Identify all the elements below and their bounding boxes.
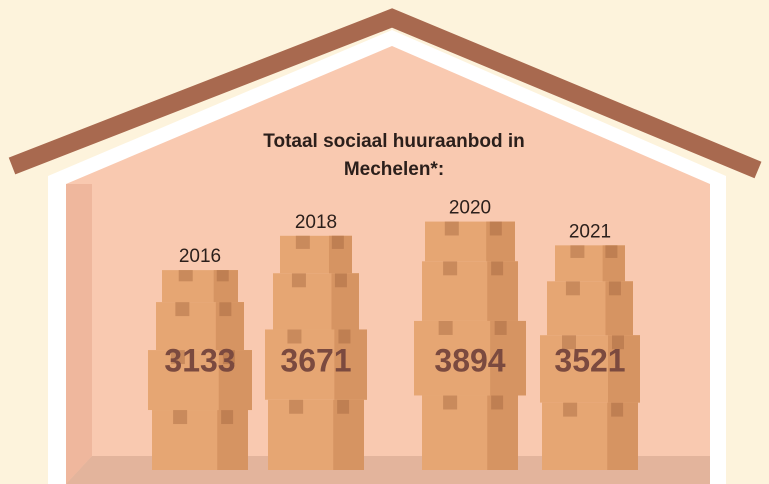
box-stack bbox=[148, 270, 252, 470]
box-tape bbox=[291, 273, 306, 288]
box-tape bbox=[605, 245, 618, 258]
box-tape bbox=[338, 329, 351, 344]
box-tape bbox=[221, 410, 234, 425]
roof bbox=[8, 8, 762, 179]
box-tape bbox=[565, 281, 580, 296]
box-tape bbox=[444, 221, 459, 236]
box-tape bbox=[491, 261, 504, 276]
chart-title: Totaal sociaal huuraanbod in Mechelen*: bbox=[263, 131, 525, 180]
value-label: 3133 bbox=[164, 342, 235, 378]
box-tape bbox=[570, 245, 585, 258]
year-label: 2018 bbox=[295, 212, 337, 233]
box-stack bbox=[265, 235, 367, 470]
box-tape bbox=[170, 350, 185, 365]
box-tape bbox=[438, 320, 453, 335]
box-tape bbox=[608, 281, 621, 296]
box-tape bbox=[175, 302, 190, 317]
box-tape bbox=[295, 235, 310, 249]
year-label: 2016 bbox=[179, 246, 221, 267]
value-label: 3521 bbox=[554, 342, 625, 378]
year-label: 2021 bbox=[569, 221, 611, 242]
box-stack bbox=[540, 245, 640, 470]
box-tape bbox=[216, 270, 229, 282]
box-tape bbox=[337, 399, 350, 414]
box-tape bbox=[562, 335, 576, 350]
box-tape bbox=[289, 399, 304, 414]
box-tape bbox=[219, 302, 232, 317]
year-label: 2020 bbox=[449, 198, 491, 219]
box-tape bbox=[222, 350, 235, 365]
box-tape bbox=[563, 402, 578, 417]
value-label: 3894 bbox=[434, 342, 505, 378]
box-tape bbox=[489, 221, 502, 236]
box-tape bbox=[178, 270, 193, 282]
box-tape bbox=[331, 235, 344, 249]
value-label: 3671 bbox=[280, 342, 351, 378]
box-tape bbox=[443, 395, 458, 410]
box-tape bbox=[494, 320, 507, 335]
side-wall bbox=[66, 184, 92, 484]
box-tape bbox=[443, 261, 458, 276]
box-tape bbox=[491, 395, 504, 410]
box-tape bbox=[173, 410, 188, 425]
box-stack bbox=[414, 221, 526, 470]
box-tape bbox=[334, 273, 347, 288]
box-tape bbox=[287, 329, 302, 344]
box-tape bbox=[612, 335, 624, 350]
box-tape bbox=[611, 402, 624, 417]
